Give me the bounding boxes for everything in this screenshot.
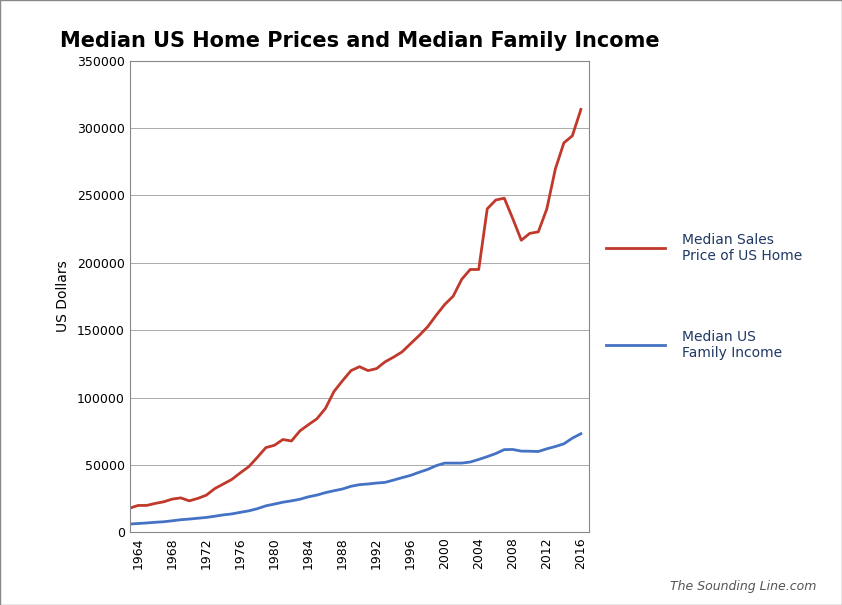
- Median Sales
Price of US Home: [397, 348, 408, 356]
- Median Sales
Price of US Home: [576, 106, 586, 113]
- Median Sales
Price of US Home: [295, 427, 305, 434]
- Median Sales
Price of US Home: [125, 505, 135, 512]
- Median US
Family Income: [388, 477, 398, 484]
- Line: Median Sales
Price of US Home: Median Sales Price of US Home: [130, 110, 581, 508]
- Text: The Sounding Line.com: The Sounding Line.com: [670, 580, 817, 593]
- Median US
Family Income: [295, 495, 305, 503]
- Median Sales
Price of US Home: [388, 353, 398, 361]
- Text: Median US
Family Income: Median US Family Income: [682, 330, 782, 360]
- Median US
Family Income: [397, 474, 408, 482]
- Median Sales
Price of US Home: [431, 312, 441, 319]
- Line: Median US
Family Income: Median US Family Income: [130, 434, 581, 524]
- Median US
Family Income: [201, 514, 211, 521]
- Median US
Family Income: [371, 479, 381, 486]
- Text: Median Sales
Price of US Home: Median Sales Price of US Home: [682, 233, 802, 263]
- Median US
Family Income: [125, 520, 135, 528]
- Median Sales
Price of US Home: [371, 365, 381, 372]
- Median US
Family Income: [431, 462, 441, 469]
- Median Sales
Price of US Home: [201, 491, 211, 499]
- Median US
Family Income: [576, 430, 586, 437]
- Y-axis label: US Dollars: US Dollars: [56, 261, 70, 332]
- Title: Median US Home Prices and Median Family Income: Median US Home Prices and Median Family …: [60, 31, 659, 51]
